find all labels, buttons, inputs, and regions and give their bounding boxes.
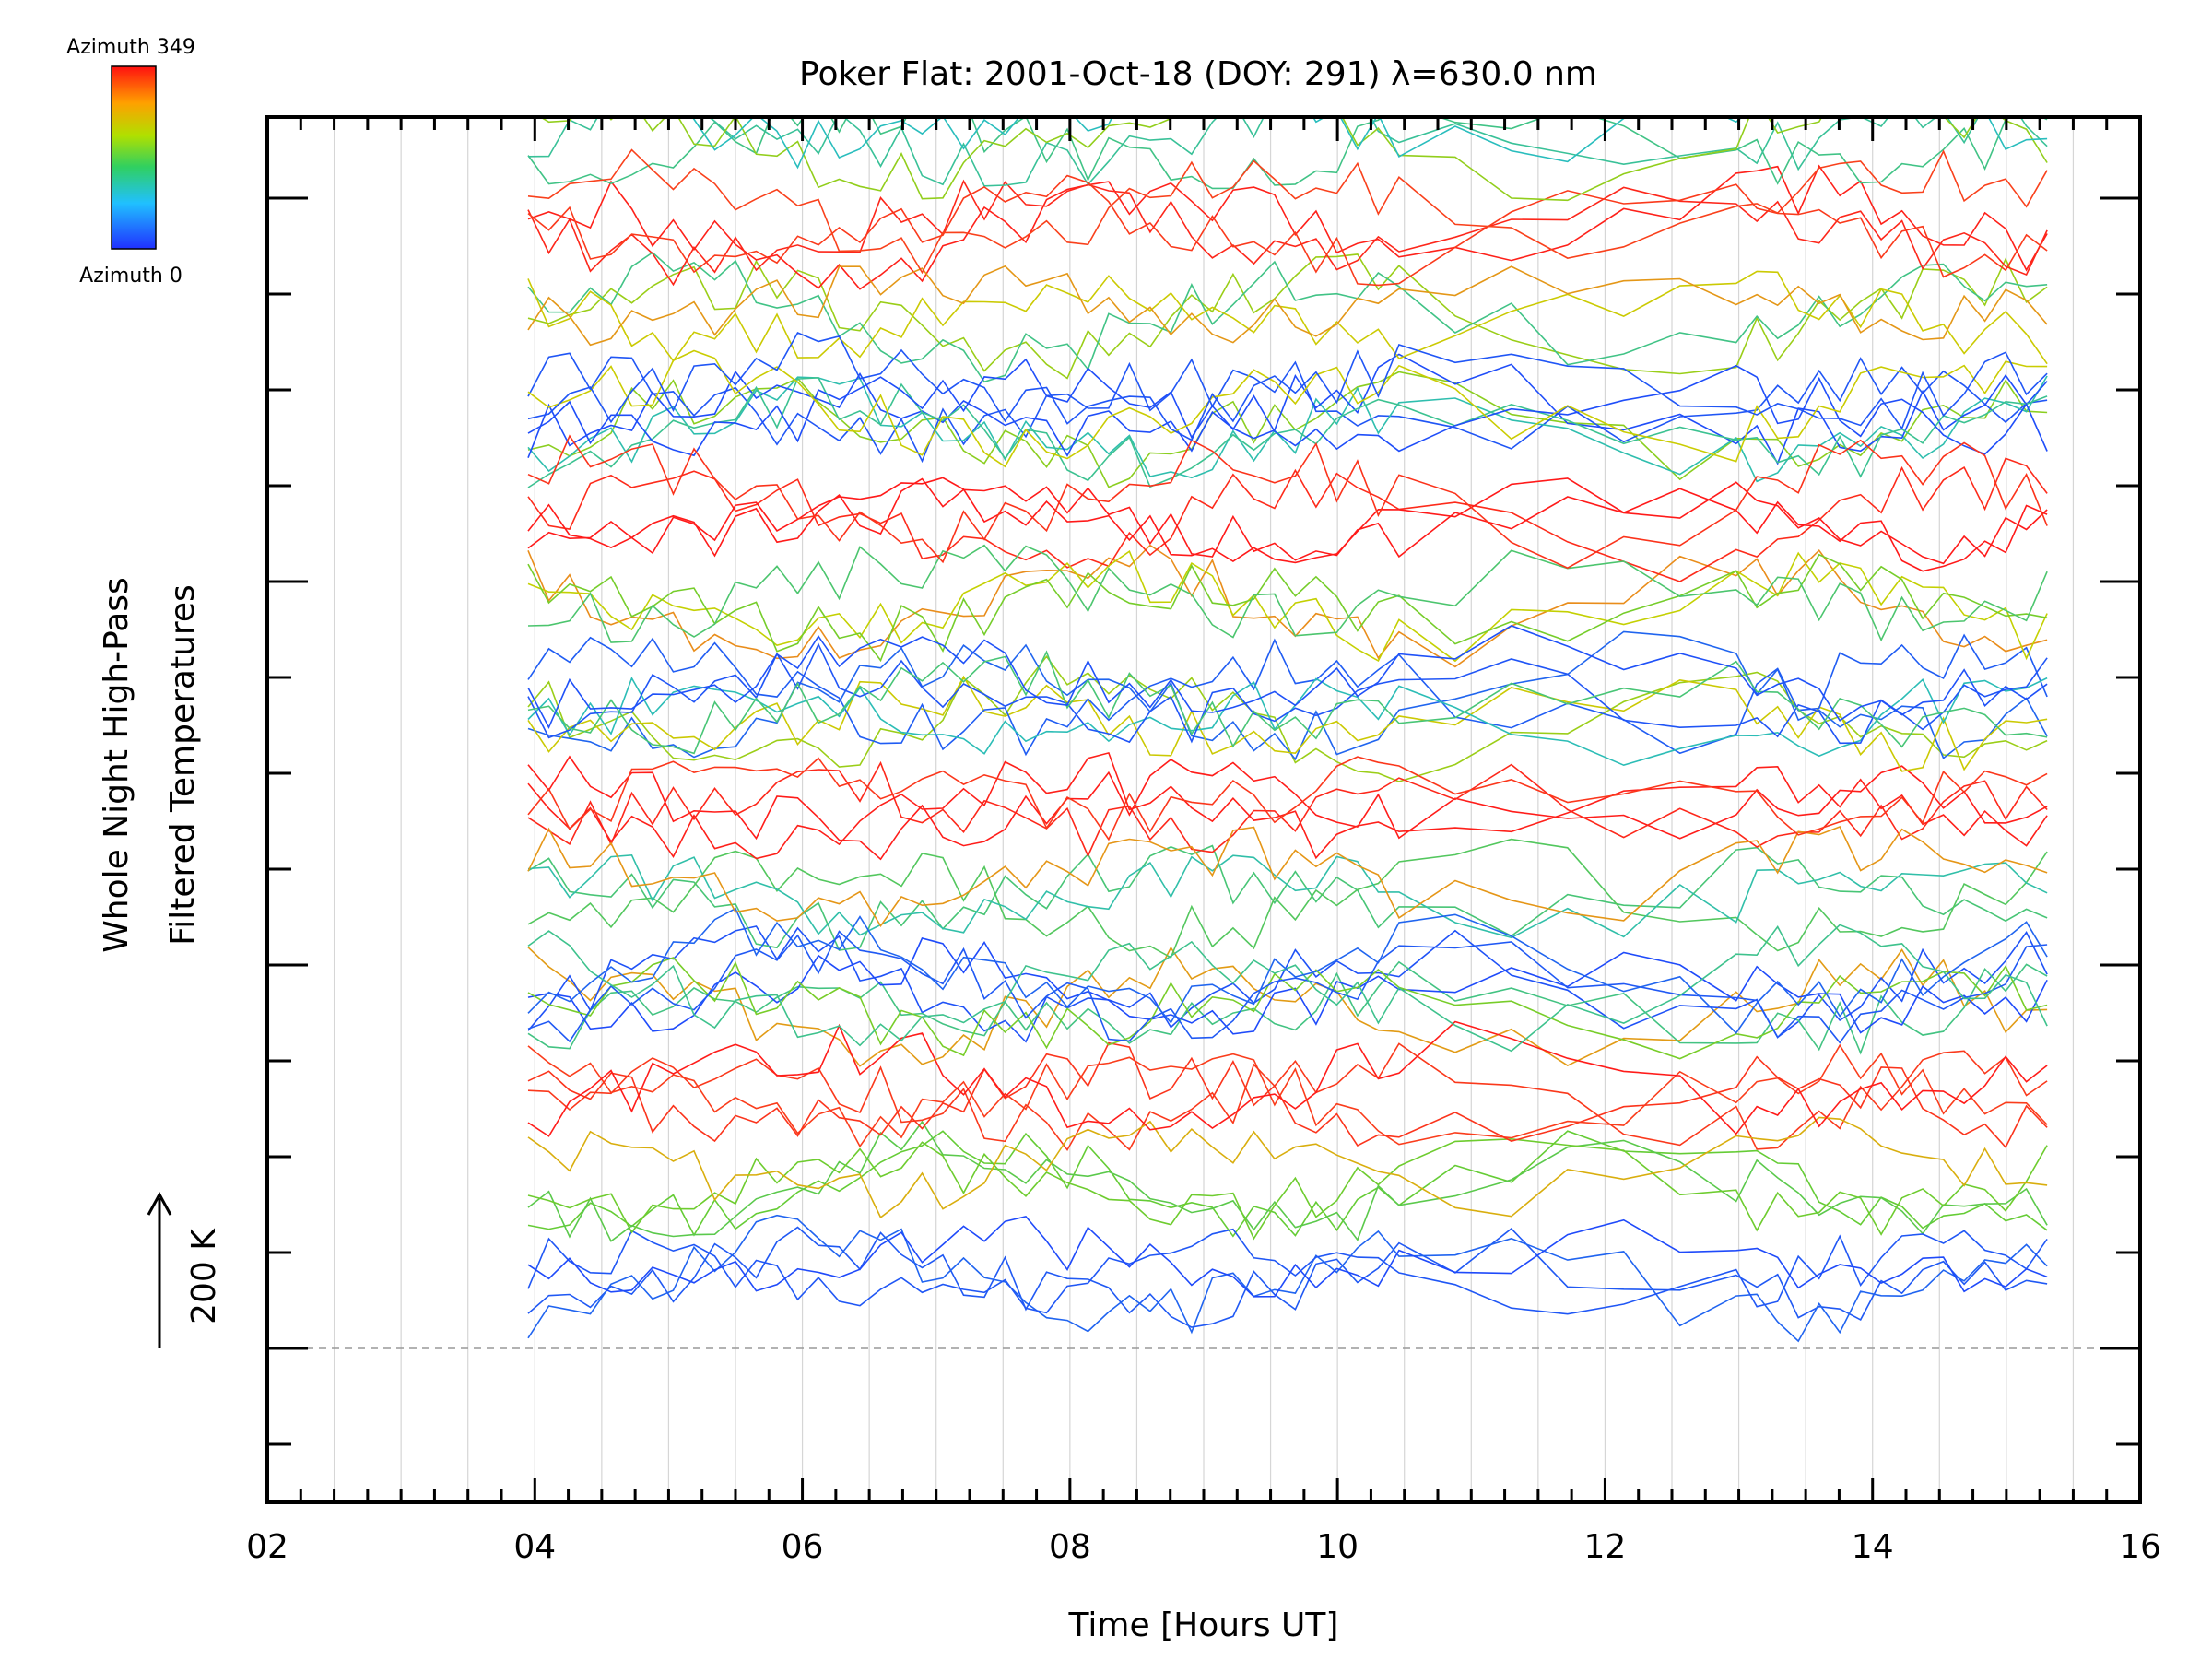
series-line <box>527 642 2048 745</box>
x-tick-label: 10 <box>1316 1528 1359 1566</box>
scale-label: 200 K <box>185 1228 223 1324</box>
series-line <box>539 117 2048 202</box>
series-line <box>527 946 2048 1067</box>
chart-title: Poker Flat: 2001-Oct-18 (DOY: 291) λ=630… <box>799 55 1597 93</box>
series-line <box>527 349 2048 468</box>
x-tick-label: 02 <box>246 1528 288 1566</box>
x-tick-label: 16 <box>2119 1528 2161 1566</box>
series-line <box>527 957 2048 1060</box>
series-line <box>527 1020 2048 1137</box>
series-line <box>527 331 2048 441</box>
x-axis-label: Time [Hours UT] <box>1068 1606 1339 1644</box>
colorbar <box>111 65 157 250</box>
series-line <box>527 1228 2048 1315</box>
series-line <box>527 756 2048 841</box>
series-line <box>527 650 2048 755</box>
x-tick-label: 06 <box>782 1528 824 1566</box>
series-line <box>527 477 2048 565</box>
series-line <box>527 117 2048 187</box>
series-line <box>527 924 2048 1053</box>
series-line <box>527 853 2048 939</box>
series-line <box>527 358 2048 457</box>
y-axis-label-line2: Filtered Temperatures <box>164 584 202 946</box>
series-group <box>527 117 2048 1343</box>
series-line <box>527 376 2048 488</box>
series-line <box>527 371 2048 488</box>
scale-arrow-head <box>147 1191 172 1216</box>
x-tick-label: 14 <box>1852 1528 1894 1566</box>
y-axis-label-line1: Whole Night High-Pass <box>98 577 135 953</box>
series-line <box>527 148 2048 275</box>
series-line <box>527 838 2048 959</box>
series-line <box>527 179 2048 287</box>
series-line <box>527 553 2048 663</box>
series-line <box>527 1130 2048 1238</box>
series-line <box>527 164 2048 290</box>
series-line <box>527 544 2048 668</box>
colorbar-top-label: Azimuth 349 <box>66 36 195 59</box>
series-line <box>527 633 2048 757</box>
series-line <box>527 549 2048 663</box>
series-line <box>527 1043 2048 1148</box>
series-line <box>527 907 2048 1034</box>
series-line <box>527 654 2048 782</box>
series-line <box>527 1216 2048 1298</box>
series-line <box>527 477 2048 572</box>
series-line <box>527 352 2048 464</box>
series-line <box>527 625 2048 730</box>
series-line <box>527 117 2048 170</box>
series-line <box>527 457 2048 582</box>
series-line <box>527 1226 2048 1328</box>
series-line <box>527 630 2048 761</box>
series-line <box>527 544 2048 643</box>
series-line <box>527 937 2048 1035</box>
series-line <box>527 675 2048 772</box>
series-line <box>527 251 2048 383</box>
series-line <box>527 270 2048 365</box>
series-line <box>527 1116 2048 1219</box>
x-tick-label: 04 <box>513 1528 556 1566</box>
series-line <box>527 844 2048 951</box>
series-line <box>527 174 2048 287</box>
series-line <box>527 434 2048 570</box>
x-tick-label: 08 <box>1049 1528 1091 1566</box>
series-line <box>527 265 2048 347</box>
series-line <box>527 677 2048 767</box>
series-line <box>527 755 2048 861</box>
series-line <box>527 1120 2048 1242</box>
series-line <box>527 375 2048 483</box>
series-line <box>527 1041 2048 1149</box>
series-line <box>527 751 2048 860</box>
x-tick-label: 12 <box>1584 1528 1627 1566</box>
series-line <box>527 1137 2048 1241</box>
series-line <box>527 1042 2048 1152</box>
axis-ticks <box>265 117 2142 1502</box>
colorbar-bottom-label: Azimuth 0 <box>79 265 182 288</box>
series-line <box>527 930 2048 1044</box>
series-line <box>527 1214 2048 1343</box>
series-line <box>527 760 2048 858</box>
series-line <box>527 825 2048 928</box>
